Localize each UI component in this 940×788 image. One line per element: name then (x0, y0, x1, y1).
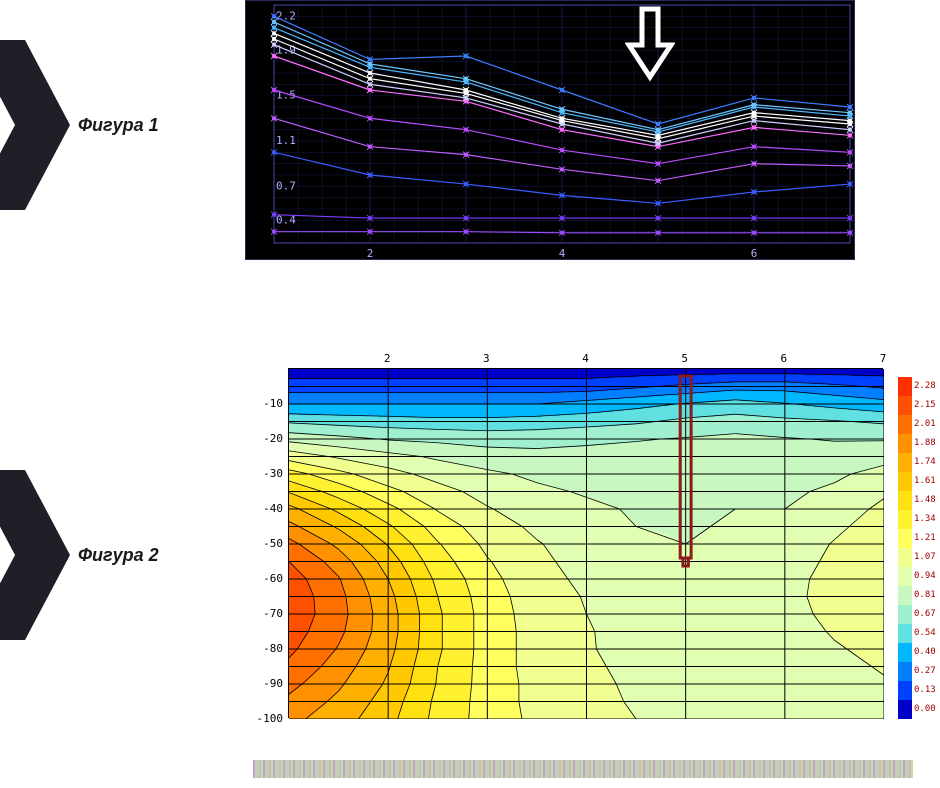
fig1-plot: 0.40.71.11.51.92.2246 (245, 0, 855, 260)
down-arrow-icon (625, 5, 675, 90)
fig2-overlay (289, 369, 884, 719)
svg-text:1.1: 1.1 (276, 134, 296, 147)
fig2-plot (288, 368, 883, 718)
fig1-label-row: Фигура 1 (0, 40, 245, 210)
chevron-icon (0, 470, 70, 640)
svg-text:2.2: 2.2 (276, 9, 296, 22)
chevron-icon (0, 40, 70, 210)
fig2-legend: 2.282.152.011.881.741.611.481.341.211.07… (898, 377, 938, 719)
svg-text:0.7: 0.7 (276, 179, 296, 192)
figure-1: 0.40.71.11.51.92.2246 (245, 0, 855, 260)
fig2-caption: Фигура 2 (78, 545, 159, 566)
fig2-label-row: Фигура 2 (0, 470, 245, 640)
fig2-container: 234567 -10-20-30-40-50-60-70-80-90-100 2… (253, 352, 938, 732)
svg-text:6: 6 (751, 247, 758, 260)
figure-2: 234567 -10-20-30-40-50-60-70-80-90-100 2… (253, 352, 938, 732)
noise-strip (253, 760, 913, 778)
fig2-label-block: Фигура 2 (0, 470, 245, 640)
svg-text:2: 2 (367, 247, 374, 260)
fig1-label-block: Фигура 1 (0, 40, 245, 210)
svg-text:4: 4 (559, 247, 566, 260)
fig1-caption: Фигура 1 (78, 115, 159, 136)
fig1-svg: 0.40.71.11.51.92.2246 (246, 1, 856, 261)
